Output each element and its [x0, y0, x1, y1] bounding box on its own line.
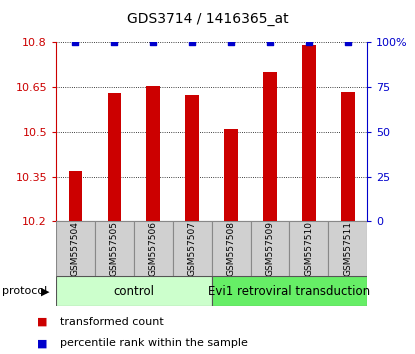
- Text: GSM557507: GSM557507: [188, 221, 197, 276]
- Bar: [56, 276, 212, 306]
- Bar: [134, 221, 173, 276]
- Point: [150, 40, 156, 45]
- Text: GSM557510: GSM557510: [305, 221, 313, 276]
- Point: [111, 40, 118, 45]
- Text: percentile rank within the sample: percentile rank within the sample: [60, 338, 248, 348]
- Bar: [302, 45, 316, 221]
- Text: GSM557509: GSM557509: [266, 221, 274, 276]
- Text: GSM557505: GSM557505: [110, 221, 119, 276]
- Bar: [212, 276, 367, 306]
- Text: GDS3714 / 1416365_at: GDS3714 / 1416365_at: [127, 12, 288, 27]
- Bar: [263, 72, 277, 221]
- Text: GSM557504: GSM557504: [71, 221, 80, 276]
- Bar: [289, 221, 328, 276]
- Bar: [186, 95, 199, 221]
- Bar: [212, 221, 251, 276]
- Text: ▶: ▶: [41, 286, 49, 296]
- Point: [72, 40, 79, 45]
- Bar: [224, 129, 238, 221]
- Point: [344, 40, 351, 45]
- Bar: [173, 221, 212, 276]
- Bar: [146, 86, 160, 221]
- Point: [189, 40, 195, 45]
- Text: control: control: [113, 285, 154, 298]
- Point: [305, 40, 312, 45]
- Point: [267, 40, 273, 45]
- Bar: [95, 221, 134, 276]
- Bar: [68, 171, 82, 221]
- Text: GSM557511: GSM557511: [343, 221, 352, 276]
- Text: protocol: protocol: [2, 286, 47, 296]
- Bar: [341, 92, 355, 221]
- Bar: [107, 93, 121, 221]
- Text: Evi1 retroviral transduction: Evi1 retroviral transduction: [208, 285, 371, 298]
- Bar: [56, 221, 95, 276]
- Text: ■: ■: [37, 317, 48, 327]
- Point: [228, 40, 234, 45]
- Text: ■: ■: [37, 338, 48, 348]
- Text: transformed count: transformed count: [60, 317, 164, 327]
- Text: GSM557506: GSM557506: [149, 221, 158, 276]
- Bar: [251, 221, 289, 276]
- Bar: [328, 221, 367, 276]
- Text: GSM557508: GSM557508: [227, 221, 236, 276]
